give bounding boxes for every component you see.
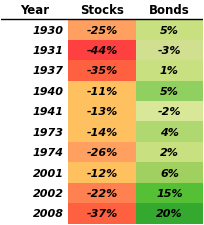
Bar [136,61,203,81]
Bar [136,142,203,163]
Text: 2008: 2008 [33,209,64,218]
Bar [136,122,203,142]
Text: 1930: 1930 [33,25,64,35]
Bar [136,20,203,40]
Bar [68,183,136,203]
Text: 1973: 1973 [33,127,64,137]
Bar [136,163,203,183]
Text: Stocks: Stocks [80,4,124,17]
Bar [136,183,203,203]
Text: 1937: 1937 [33,66,64,76]
Bar [68,142,136,163]
Bar [68,102,136,122]
Text: -26%: -26% [86,147,118,157]
Bar [68,81,136,102]
Bar [136,203,203,224]
Bar [68,163,136,183]
Bar [68,203,136,224]
Bar [68,40,136,61]
Bar [68,122,136,142]
Text: 2%: 2% [160,147,179,157]
Text: 5%: 5% [160,86,179,97]
Text: -35%: -35% [86,66,118,76]
Text: -2%: -2% [158,107,181,117]
Text: -44%: -44% [86,46,118,56]
Bar [68,20,136,40]
Bar [136,40,203,61]
Text: -22%: -22% [86,188,118,198]
Text: 20%: 20% [156,209,183,218]
Text: -11%: -11% [86,86,118,97]
Text: 1974: 1974 [33,147,64,157]
Text: -25%: -25% [86,25,118,35]
Bar [136,102,203,122]
Text: 2001: 2001 [33,168,64,178]
Text: 1%: 1% [160,66,179,76]
Bar [68,61,136,81]
Text: 1940: 1940 [33,86,64,97]
Text: -13%: -13% [86,107,118,117]
Text: -14%: -14% [86,127,118,137]
Text: 1931: 1931 [33,46,64,56]
Bar [136,81,203,102]
Text: Bonds: Bonds [149,4,190,17]
Text: 15%: 15% [156,188,183,198]
Text: 1941: 1941 [33,107,64,117]
Text: 5%: 5% [160,25,179,35]
Text: 2002: 2002 [33,188,64,198]
Text: -37%: -37% [86,209,118,218]
Text: Year: Year [20,4,49,17]
Text: 4%: 4% [160,127,179,137]
Text: -3%: -3% [158,46,181,56]
Text: 6%: 6% [160,168,179,178]
Text: -12%: -12% [86,168,118,178]
